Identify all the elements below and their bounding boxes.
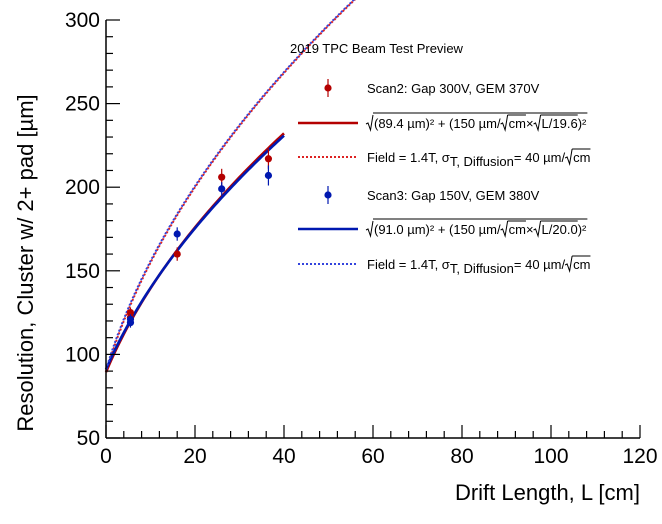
fit-curve	[104, 134, 285, 370]
data-point	[173, 230, 181, 238]
data-point	[173, 250, 181, 258]
y-tick-label: 300	[65, 9, 100, 32]
x-tick-label: 0	[100, 445, 112, 468]
data-point	[218, 185, 226, 193]
legend-diffusion-eq: = 40 µm/	[514, 150, 566, 165]
sqrt-sign	[533, 114, 542, 132]
fit-curve	[104, 132, 285, 373]
sqrt-sign	[365, 114, 374, 132]
legend-formula-times: ×	[526, 116, 534, 131]
sqrt-sign	[365, 220, 374, 238]
x-tick-label: 80	[450, 445, 473, 468]
legend-formula-times: ×	[526, 222, 534, 237]
legend-formula-end: )²	[578, 116, 587, 131]
legend-diffusion-sub: T, Diffusion	[450, 154, 514, 169]
legend-diffusion-cm: cm	[573, 257, 590, 272]
legend-diffusion-eq: = 40 µm/	[514, 257, 566, 272]
data-point	[126, 319, 135, 327]
legend-formula-text: (89.4 µm)² + (150 µm/	[374, 116, 501, 131]
x-tick-label: 120	[622, 445, 657, 468]
sqrt-sign	[564, 255, 573, 273]
sqrt-sign	[500, 220, 509, 238]
legend-formula-end: )²	[578, 222, 587, 237]
legend-formula-cm: cm	[509, 116, 526, 131]
legend-formula-text: (91.0 µm)² + (150 µm/	[374, 222, 501, 237]
legend-diffusion-label: Field = 1.4T, σ T, Diffusion = 40 µm/cm	[367, 255, 591, 276]
x-tick-label: 100	[533, 445, 568, 468]
y-tick-label: 50	[77, 427, 100, 450]
legend-diffusion-main: Field = 1.4T, σ	[367, 150, 450, 165]
y-tick-label: 200	[65, 176, 100, 199]
x-tick-label: 40	[272, 445, 295, 468]
ticks-layer: 0 20 40 60 80 100 120 50 100 150 200 250 300	[65, 9, 658, 468]
legend-formula: (91.0 µm)² + (150 µm/cm × L/20.0)²	[365, 218, 588, 238]
legend-title: 2019 TPC Beam Test Preview	[290, 41, 464, 56]
legend-formula-L: L/19.6	[542, 116, 578, 131]
legend-diffusion-cm: cm	[573, 150, 590, 165]
legend-formula-cm: cm	[509, 222, 526, 237]
data-point	[264, 155, 273, 163]
legend-label: Scan2: Gap 300V, GEM 370V	[367, 81, 540, 96]
sqrt-sign	[500, 114, 509, 132]
legend-diffusion-label: Field = 1.4T, σ T, Diffusion = 40 µm/cm	[367, 148, 591, 169]
x-tick-label: 60	[361, 445, 384, 468]
curves-layer	[104, 0, 356, 373]
legend-formula: (89.4 µm)² + (150 µm/cm × L/19.6)²	[365, 112, 588, 132]
legend-label: Scan3: Gap 150V, GEM 380V	[367, 188, 540, 203]
y-tick-label: 250	[65, 93, 100, 116]
data-point	[264, 171, 273, 180]
points-layer	[126, 148, 273, 328]
data-point	[218, 173, 226, 181]
legend-diffusion-sub: T, Diffusion	[450, 261, 514, 276]
y-tick-label: 150	[65, 260, 100, 283]
legend-marker	[324, 191, 332, 199]
legend-marker	[324, 84, 332, 92]
legend-formula-L: L/20.0	[542, 222, 578, 237]
sqrt-sign	[564, 148, 573, 166]
legend-diffusion-main: Field = 1.4T, σ	[367, 257, 450, 272]
y-tick-label: 100	[65, 343, 100, 366]
y-axis-title: Resolution, Cluster w/ 2+ pad [µm]	[13, 94, 38, 431]
legend: Scan2: Gap 300V, GEM 370V (89.4 µm)² + (1…	[298, 79, 591, 276]
axes-frame: 0 20 40 60 80 100 120 50 100 150 200 250 300	[65, 9, 658, 468]
x-axis-title: Drift Length, L [cm]	[455, 480, 640, 505]
sqrt-sign	[533, 220, 542, 238]
x-tick-label: 20	[183, 445, 206, 468]
